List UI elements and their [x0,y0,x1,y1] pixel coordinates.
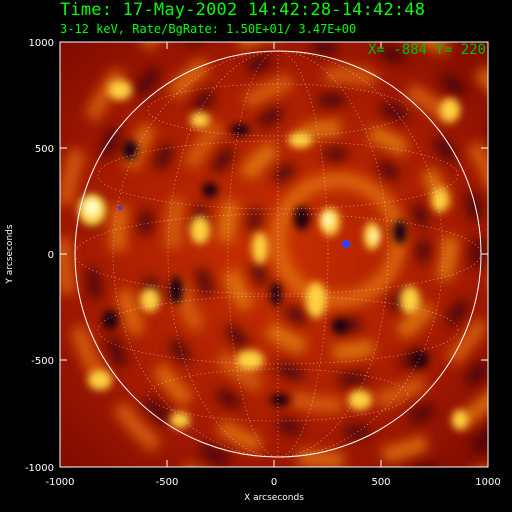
y-tick-label: -1000 [25,463,54,474]
x-ticks [59,42,489,467]
x-tick-label: -1000 [45,477,74,488]
y-tick-label: 0 [48,250,54,261]
x-tick-label: 500 [371,477,390,488]
y-tick-label: 500 [35,144,54,155]
y-ticks [60,41,488,468]
cursor-coordinate-readout: X= -884 Y= 220 [367,42,486,58]
y-axis-title: Y arcseconds [5,224,15,284]
x-tick-label: -500 [156,477,179,488]
y-tick-label: 1000 [29,38,54,49]
x-tick-label: 0 [271,477,277,488]
xray-image [60,42,488,467]
x-tick-label: 1000 [475,477,500,488]
x-axis-title: X arcseconds [244,493,304,503]
time-range-title: Time: 17-May-2002 14:42:28-14:42:48 [60,0,426,20]
energy-rate-subtitle: 3-12 keV, Rate/BgRate: 1.50E+01/ 3.47E+0… [60,22,357,36]
y-tick-label: -500 [31,356,54,367]
